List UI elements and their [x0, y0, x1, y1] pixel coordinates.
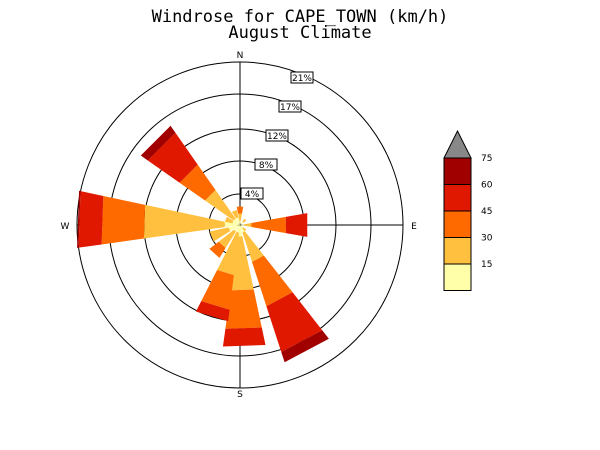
- petal-SSW-bin-2: [201, 269, 234, 310]
- petal-N-bin-2: [236, 206, 244, 214]
- petal-WNW-bin-1: [224, 216, 234, 224]
- petal-SSE-bin-3: [266, 292, 323, 352]
- petal-SE-bin-1: [242, 227, 247, 232]
- petal-NE-bin-0: [240, 221, 244, 225]
- petal-NW-bin-1: [205, 190, 236, 221]
- petal-WSW-bin-1: [209, 227, 231, 242]
- ring-label: 4%: [245, 190, 260, 200]
- legend-band-1: [443, 184, 472, 212]
- petal-NE-bin-1: [242, 218, 247, 223]
- petal-NW-bin-3: [147, 132, 198, 183]
- legend-tick: 75: [481, 154, 492, 164]
- legend-tick: 30: [481, 234, 493, 244]
- petal-SSE-bin-0: [240, 225, 245, 233]
- petal-NW-bin-4: [140, 125, 176, 161]
- petal-E-bin-3: [285, 213, 308, 237]
- direction-label-e: E: [411, 222, 417, 232]
- ring-label: 17%: [280, 103, 300, 113]
- petal-N-bin-0: [239, 221, 241, 225]
- petal-SSE-bin-1: [242, 231, 264, 262]
- petal-E-bin-1: [243, 222, 252, 228]
- chart-title: Windrose for CAPE_TOWN (km/h): [152, 7, 449, 27]
- ring-label-box: [290, 71, 314, 84]
- petal-SE-bin-0: [240, 225, 244, 229]
- legend-band-4: [443, 263, 472, 291]
- petal-NNW-bin-0: [235, 217, 240, 225]
- petals-group: [77, 125, 329, 363]
- ring-label-box: [265, 129, 289, 142]
- ring-label: 21%: [292, 74, 312, 84]
- petal-SW-bin-2: [209, 241, 226, 258]
- petal-W-bin-4: [77, 190, 81, 248]
- petal-E-bin-2: [251, 216, 286, 234]
- petal-W-bin-2: [101, 195, 146, 245]
- speed-legend: 75 60 45 30 15: [443, 129, 493, 291]
- petal-WSW-bin-0: [228, 225, 240, 232]
- legend-tick: 45: [481, 207, 492, 217]
- petal-W-bin-3: [78, 191, 104, 248]
- petal-SSW-bin-3: [195, 301, 230, 322]
- petal-W-bin-1: [143, 204, 225, 239]
- petal-NW-bin-2: [179, 164, 216, 201]
- legend-tick: 60: [481, 181, 493, 191]
- petal-E-bin-0: [240, 224, 244, 226]
- petal-WNW-bin-0: [232, 220, 240, 225]
- legend-band-2: [443, 210, 472, 238]
- ring-label-box: [254, 158, 278, 171]
- legend-arrow: [443, 129, 472, 159]
- petal-W-bin-0: [224, 221, 240, 228]
- petal-NNW-bin-1: [231, 209, 239, 219]
- ring-label-box: [278, 100, 302, 113]
- petal-S-bin-2: [225, 289, 262, 329]
- petal-SSE-bin-2: [251, 255, 293, 307]
- direction-label-s: S: [237, 390, 243, 400]
- petal-N-bin-1: [237, 213, 243, 222]
- petal-SSW-bin-1: [217, 231, 240, 276]
- ring-label-box: [240, 187, 264, 200]
- petal-S-bin-3: [222, 327, 266, 347]
- chart-subtitle: August Climate: [228, 23, 371, 43]
- petal-S-bin-0: [238, 225, 243, 237]
- ring-label: 8%: [259, 161, 274, 171]
- direction-label-n: N: [237, 51, 244, 61]
- petal-SW-bin-1: [218, 229, 236, 249]
- legend-band-0: [443, 157, 472, 185]
- ring-label: 12%: [267, 132, 287, 142]
- legend-tick: 15: [481, 260, 492, 270]
- petal-SSW-bin-0: [236, 225, 240, 233]
- ring-labels-group: 4% 8% 12% 17% 21%: [240, 71, 314, 200]
- legend-band-3: [443, 237, 472, 265]
- petal-NW-bin-0: [233, 218, 240, 225]
- petal-SW-bin-0: [233, 225, 240, 232]
- petal-SSE-bin-4: [281, 330, 329, 363]
- direction-label-w: W: [61, 222, 70, 232]
